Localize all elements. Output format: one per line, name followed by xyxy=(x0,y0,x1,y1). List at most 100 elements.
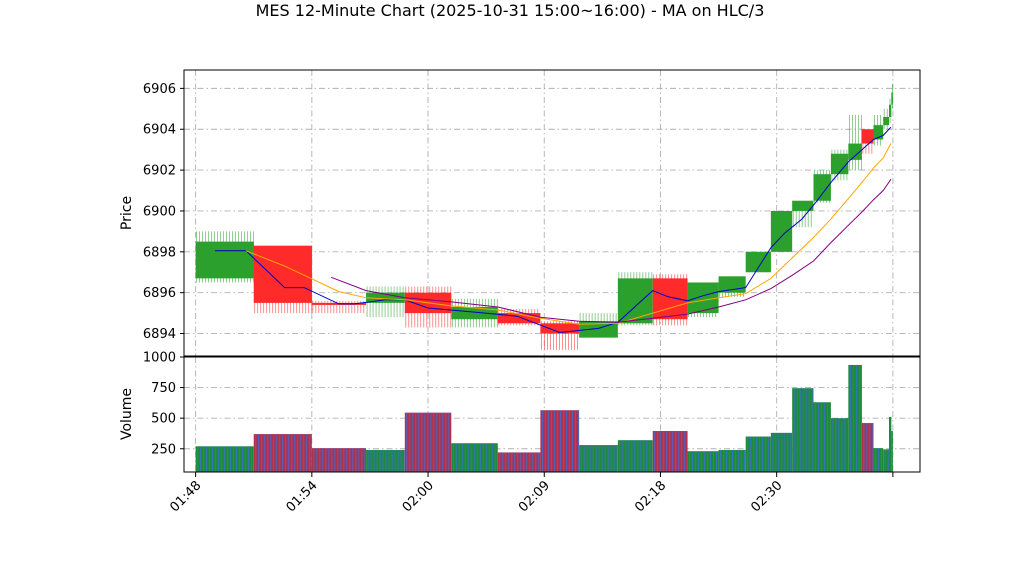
candle-body xyxy=(861,129,874,144)
volume-bar xyxy=(366,449,405,472)
volume-panel-frame xyxy=(183,356,921,473)
candle xyxy=(813,170,831,203)
price-tick-label: 6904 xyxy=(143,123,176,138)
candle-body xyxy=(883,116,890,126)
candle-body xyxy=(792,200,814,211)
volume-bar xyxy=(889,416,892,472)
moving-average-lines xyxy=(215,126,892,334)
volume-bar-body xyxy=(366,449,405,472)
candle xyxy=(253,245,313,314)
candle xyxy=(311,300,367,314)
volume-tick-label: 500 xyxy=(151,412,176,427)
candle-body xyxy=(813,174,831,201)
volume-bar xyxy=(195,446,254,472)
price-panel: 6894 6896 6898 6900 6902 6904 6906 Price xyxy=(119,69,921,357)
candle xyxy=(451,298,498,328)
price-axis-label: Price xyxy=(119,196,135,230)
chart-title: MES 12-Minute Chart (2025-10-31 15:00~16… xyxy=(256,1,765,20)
candle xyxy=(848,114,862,171)
candle-body xyxy=(451,306,498,320)
volume-bar xyxy=(891,431,893,472)
candle xyxy=(195,231,254,283)
candle-body xyxy=(195,241,254,279)
volume-bar-body xyxy=(579,445,618,472)
volume-bar xyxy=(813,402,831,472)
x-tick-label: 02:00 xyxy=(400,478,437,515)
volume-bar-body xyxy=(745,436,771,472)
volume-bar xyxy=(883,449,890,472)
candle-body xyxy=(718,276,746,293)
moving-average-line xyxy=(215,126,892,334)
price-tick-label: 6894 xyxy=(143,327,176,342)
candle xyxy=(718,276,746,297)
volume-bar xyxy=(451,443,498,472)
candle xyxy=(687,282,719,318)
candle-body xyxy=(617,278,653,324)
x-tick-label: 02:30 xyxy=(748,478,785,515)
volume-bar xyxy=(404,412,452,472)
candle xyxy=(540,321,580,350)
volume-bar xyxy=(718,449,746,472)
x-tick-label: 01:54 xyxy=(284,478,321,515)
candle xyxy=(652,274,688,326)
candle xyxy=(891,84,893,109)
x-tick-label: 01:48 xyxy=(167,478,204,515)
candle-body xyxy=(830,153,849,175)
price-tick-label: 6906 xyxy=(143,82,176,97)
moving-average-line xyxy=(245,143,892,325)
volume-bar-body xyxy=(497,452,541,472)
candle-body xyxy=(848,143,862,160)
volume-bar-body xyxy=(861,423,874,472)
candle xyxy=(873,114,884,146)
volume-bar xyxy=(861,423,874,472)
volume-bar xyxy=(745,436,771,472)
volume-bar xyxy=(540,410,580,472)
price-tick-label: 6900 xyxy=(143,204,176,219)
volume-bar xyxy=(579,445,618,472)
candle-body xyxy=(873,125,884,140)
price-panel-frame xyxy=(183,69,921,357)
volume-bar xyxy=(687,451,719,472)
volume-bar xyxy=(830,418,849,472)
volume-bar xyxy=(253,434,312,472)
candle xyxy=(404,286,452,328)
x-axis-ticks: 01:48 01:54 02:00 02:09 02:18 02:30 xyxy=(167,472,894,515)
price-tick-label: 6902 xyxy=(143,164,176,179)
volume-bar-body xyxy=(540,410,580,472)
volume-bar xyxy=(497,452,541,472)
volume-bar-body xyxy=(813,402,831,472)
volume-tick-label: 1000 xyxy=(143,351,176,366)
x-tick-label: 02:09 xyxy=(516,478,553,515)
volume-y-ticks: 250 500 750 1000 xyxy=(143,351,184,457)
volume-tick-label: 250 xyxy=(151,442,176,457)
volume-bars xyxy=(195,364,893,472)
moving-average-line xyxy=(331,179,892,323)
candle-body xyxy=(770,210,793,252)
volume-bar-body xyxy=(830,418,849,472)
volume-bar-body xyxy=(848,364,862,472)
volume-bar xyxy=(311,448,367,472)
candle xyxy=(745,251,772,273)
candle xyxy=(792,200,814,228)
volume-panel: 250 500 750 1000 Volume xyxy=(119,351,921,473)
candle-body xyxy=(540,323,580,334)
price-y-ticks: 6894 6896 6898 6900 6902 6904 6906 xyxy=(143,82,184,342)
volume-bar xyxy=(652,431,688,472)
candle-body xyxy=(366,292,405,303)
candle xyxy=(617,272,653,326)
candle-body xyxy=(652,278,688,320)
volume-bar-body xyxy=(889,416,892,472)
volume-bar-body xyxy=(883,449,890,472)
volume-bar xyxy=(873,448,884,472)
price-tick-label: 6896 xyxy=(143,286,176,301)
candle-body xyxy=(745,251,771,273)
volume-bar-body xyxy=(891,431,893,472)
volume-bar xyxy=(770,432,793,472)
candle xyxy=(883,108,890,130)
candle xyxy=(579,313,618,338)
candle-body xyxy=(497,313,541,324)
candle-body xyxy=(891,92,893,105)
price-tick-label: 6898 xyxy=(143,245,176,260)
candle xyxy=(830,149,849,181)
